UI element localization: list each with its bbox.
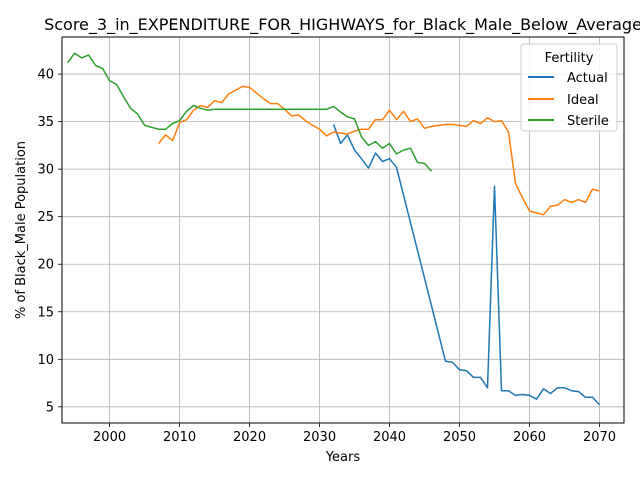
y-tick-label: 30 [37, 163, 54, 178]
series-line-sterile [66, 52, 433, 172]
x-axis-label: Years [325, 450, 361, 465]
x-tick-label: 2050 [443, 430, 476, 445]
x-tick-label: 2020 [233, 430, 266, 445]
y-tick-label: 10 [37, 353, 54, 368]
x-tick-label: 2070 [583, 430, 616, 445]
x-tick-label: 2030 [303, 430, 336, 445]
series-lines [66, 52, 601, 406]
plot-frame [61, 36, 625, 424]
y-tick-label: 40 [37, 68, 54, 83]
legend-label-ideal: Ideal [567, 93, 599, 108]
legend-box [520, 43, 618, 132]
legend-title: Fertility [545, 51, 594, 66]
series-line-actual [332, 124, 601, 406]
y-tick-label: 25 [37, 210, 54, 225]
y-tick-label: 15 [37, 305, 54, 320]
x-tick-label: 2000 [93, 430, 126, 445]
y-tick-label: 5 [46, 400, 54, 415]
legend-label-actual: Actual [567, 71, 608, 86]
x-tick-label: 2060 [513, 430, 546, 445]
x-tick-label: 2040 [373, 430, 406, 445]
series-line-ideal [158, 85, 600, 216]
legend: Fertility Actual Ideal Sterile [520, 43, 618, 132]
x-tick-label: 2010 [163, 430, 196, 445]
axis-ticks: 2000 2010 2020 2030 2040 2050 2060 2070 5 10 15 20 2… [37, 68, 616, 445]
y-tick-label: 35 [37, 115, 54, 130]
legend-label-sterile: Sterile [567, 114, 609, 129]
chart-title: Score_3_in_EXPENDITURE_FOR_HIGHWAYS_for_… [44, 15, 640, 35]
y-tick-label: 20 [37, 258, 54, 273]
y-axis-label: % of Black_Male Population [14, 141, 29, 319]
